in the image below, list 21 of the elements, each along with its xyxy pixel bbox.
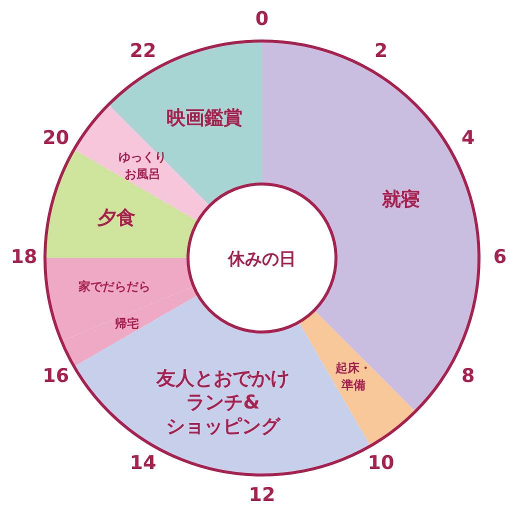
slice-label: ゆっくりお風呂 bbox=[118, 150, 167, 182]
text: 6 bbox=[493, 246, 507, 268]
slice-label: 家でだらだら bbox=[77, 279, 150, 294]
slice-label: 起床・準備 bbox=[334, 361, 372, 392]
text: 18 bbox=[10, 246, 38, 268]
text: 4 bbox=[461, 126, 475, 149]
text: 12 bbox=[248, 484, 276, 506]
slice-label: 帰宅 bbox=[114, 316, 140, 331]
text: 14 bbox=[130, 452, 156, 474]
text: 20 bbox=[42, 126, 70, 149]
slice-label: 映画鑑賞 bbox=[166, 106, 242, 129]
text: 8 bbox=[461, 364, 475, 387]
text: 0 bbox=[255, 8, 269, 30]
slice-label: 友人とおでかけランチ&ショッピング bbox=[156, 367, 290, 438]
text: 10 bbox=[368, 452, 394, 474]
text: 16 bbox=[42, 364, 70, 387]
slice-label: 夕食 bbox=[96, 207, 136, 229]
text: 22 bbox=[130, 40, 156, 62]
text: 2 bbox=[374, 40, 388, 62]
slice-label: 就寝 bbox=[381, 188, 420, 210]
text: 休みの日 bbox=[227, 249, 296, 270]
